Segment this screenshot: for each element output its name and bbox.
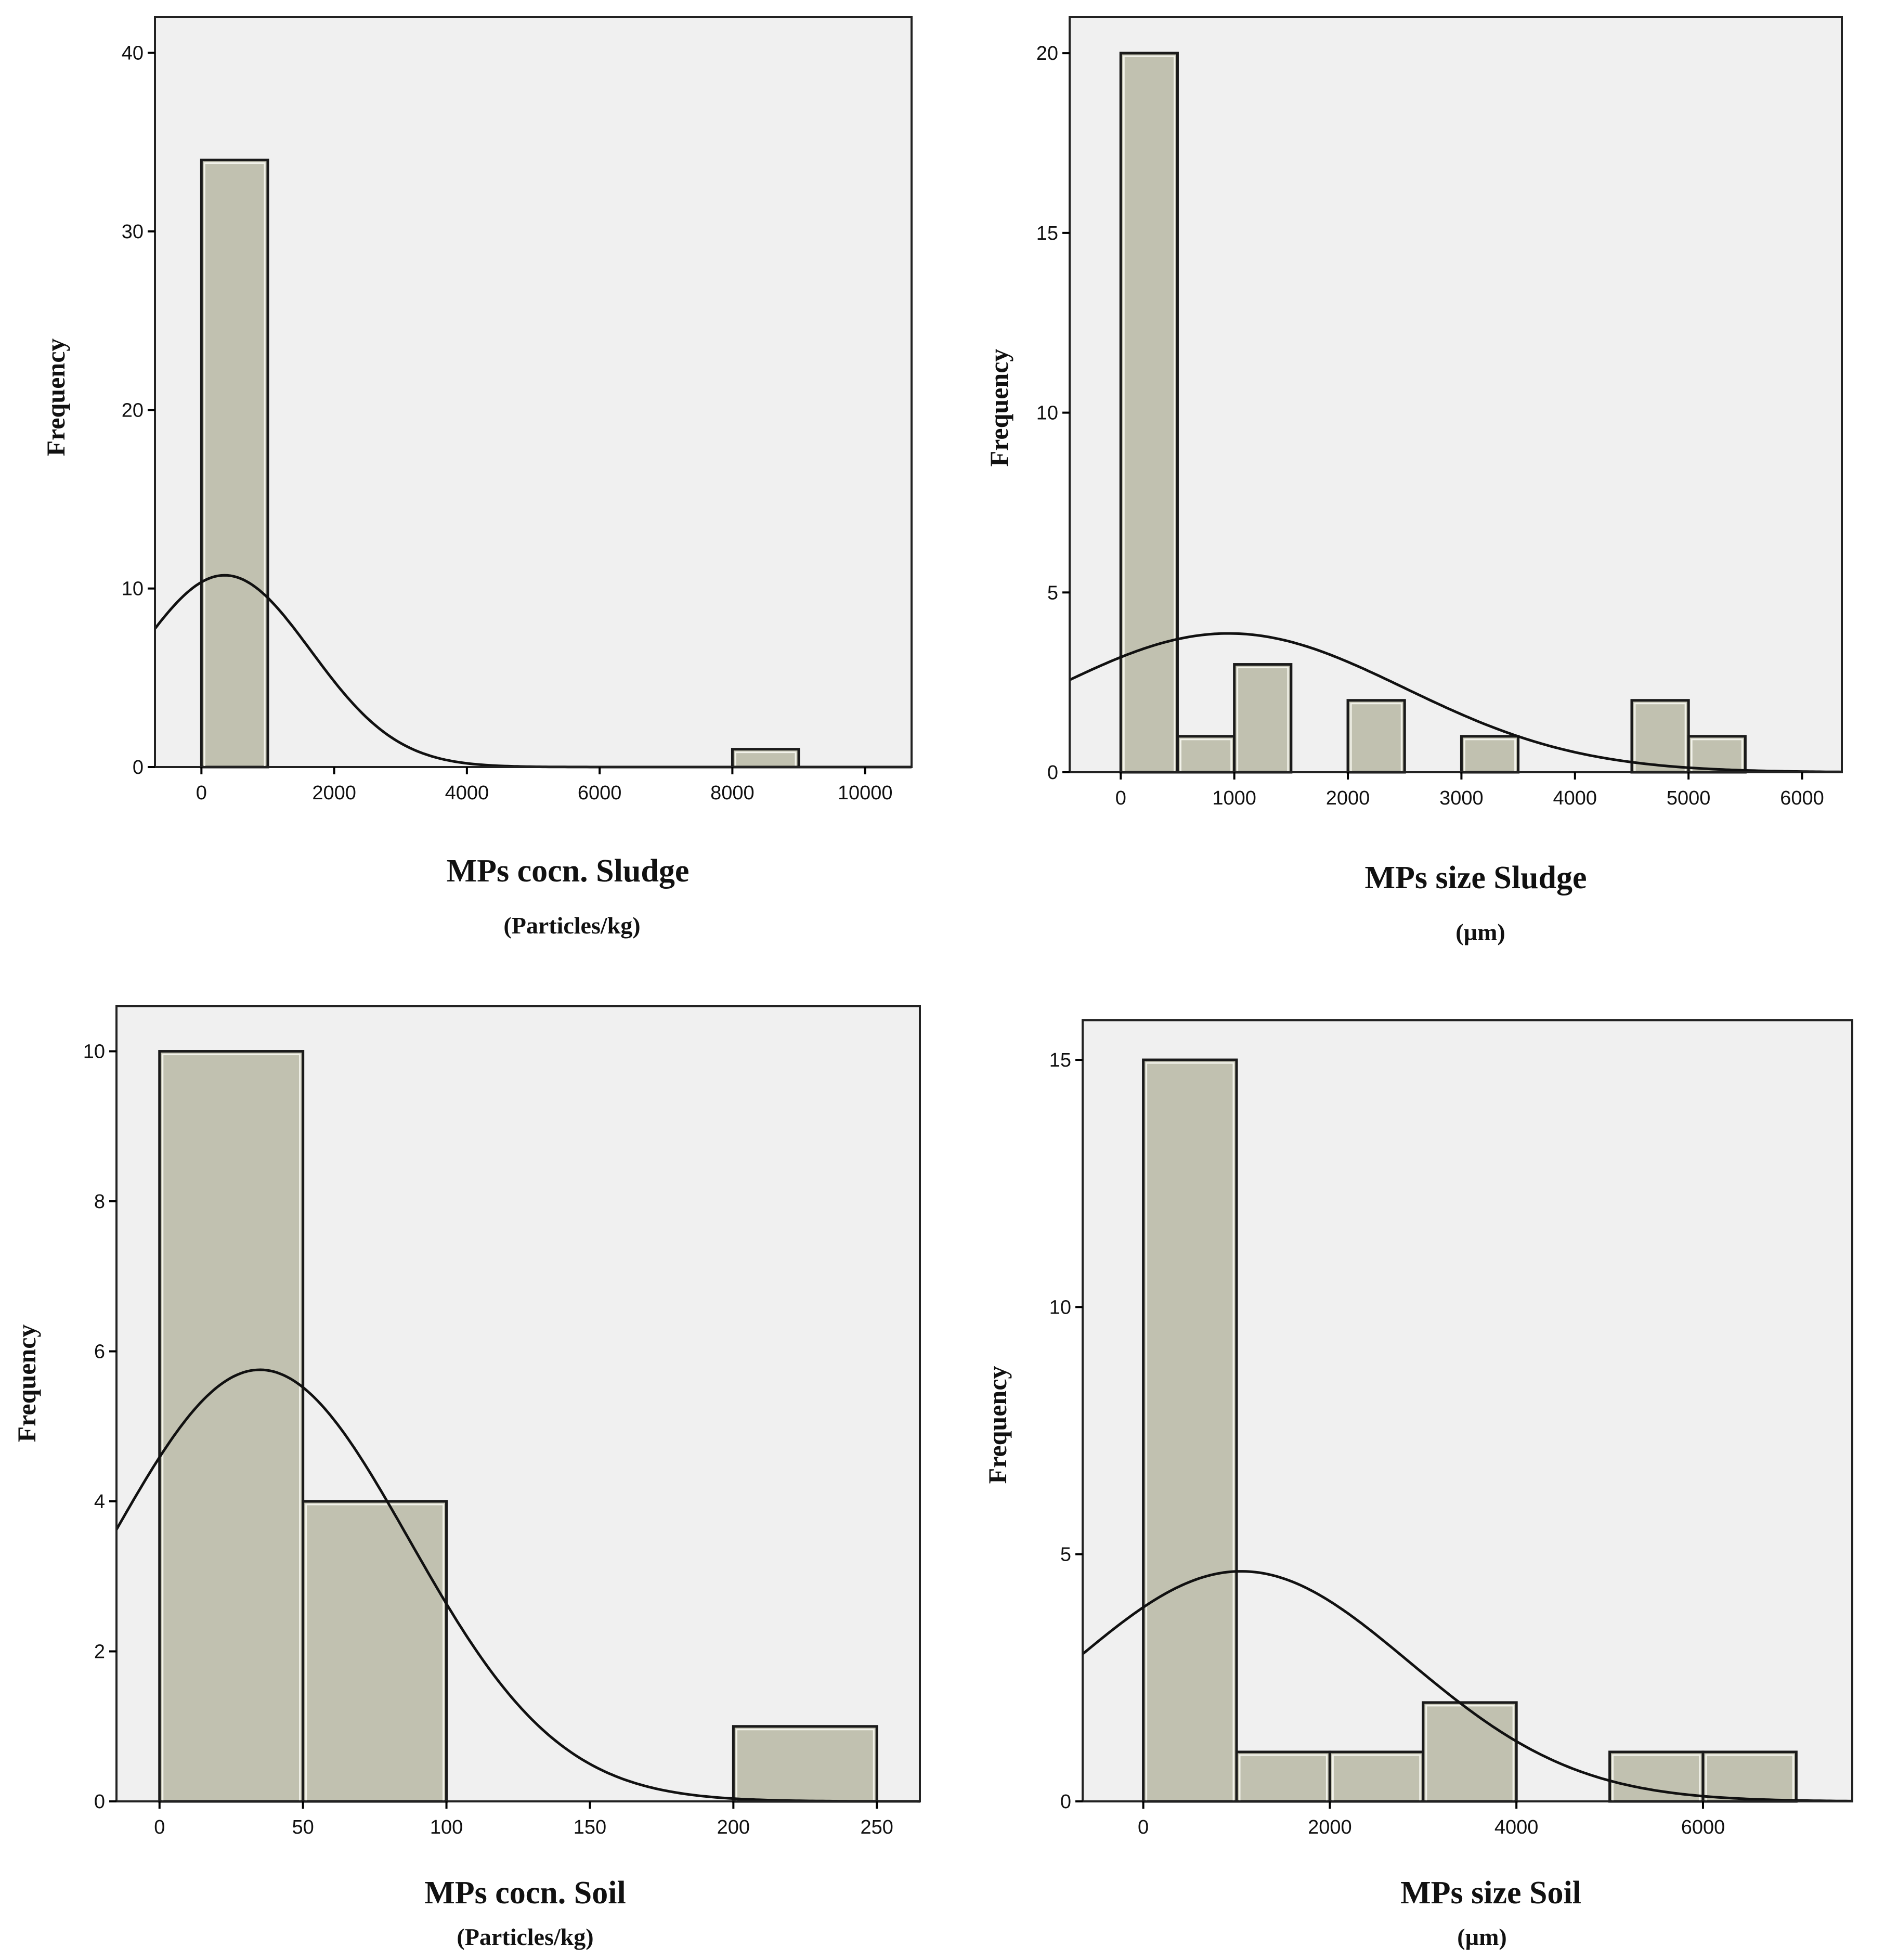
histogram-bar [1687, 735, 1747, 774]
y-tick-label: 20 [122, 399, 144, 421]
y-tick-label: 2 [94, 1641, 105, 1663]
x-tick-label: 4000 [445, 782, 489, 804]
x-tick-label: 3000 [1439, 787, 1484, 809]
x-tick-label: 0 [1115, 787, 1126, 809]
x-axis-title: MPs size Soil [1400, 1875, 1581, 1911]
histogram-bar [1422, 1701, 1518, 1803]
x-tick-label: 4000 [1494, 1816, 1539, 1838]
y-axis-label: Frequency [984, 349, 1013, 467]
histogram-soil-concentration: 0 2 4 6 8 10 0 50 100 150 200 250 Frequency MPs co… [12, 1005, 921, 1950]
y-tick-label: 10 [1049, 1296, 1071, 1318]
x-tick-label: 1000 [1212, 787, 1256, 809]
x-axis-ticks: 0 2000 4000 6000 8000 10000 [196, 767, 893, 804]
y-tick-label: 15 [1036, 223, 1058, 244]
y-axis-ticks: 0 5 10 15 20 [1036, 43, 1070, 784]
histogram-bar [1460, 735, 1520, 774]
x-axis-unit: (Particles/kg) [457, 1924, 593, 1950]
x-tick-label: 5000 [1667, 787, 1711, 809]
histogram-bar [1630, 699, 1690, 774]
histogram-bar [1176, 735, 1236, 774]
plot-frame [154, 16, 913, 768]
x-axis-unit: (µm) [1455, 919, 1505, 945]
y-tick-label: 5 [1060, 1544, 1071, 1566]
x-tick-label: 150 [574, 1816, 606, 1838]
x-tick-label: 200 [717, 1816, 750, 1838]
x-tick-label: 0 [196, 782, 207, 804]
y-axis-label: Frequency [983, 1366, 1012, 1484]
histogram-sludge-concentration: 0 10 20 30 40 0 2000 4000 6000 8000 10000 Frequen… [41, 16, 913, 939]
y-tick-label: 0 [1047, 762, 1058, 784]
plot-area-background [1070, 17, 1842, 772]
x-axis-ticks: 0 1000 2000 3000 4000 5000 6000 [1115, 772, 1824, 809]
y-tick-label: 5 [1047, 582, 1058, 604]
x-tick-label: 2000 [312, 782, 356, 804]
x-axis-title: MPs size Sludge [1364, 860, 1587, 895]
y-tick-label: 0 [94, 1791, 105, 1813]
y-axis-ticks: 0 5 10 15 [1049, 1049, 1083, 1813]
plot-frame [115, 1005, 921, 1802]
x-tick-label: 2000 [1326, 787, 1370, 809]
bar-group [158, 1050, 878, 1803]
y-tick-label: 40 [122, 43, 144, 64]
x-axis-unit: (Particles/kg) [503, 912, 640, 939]
x-axis-ticks: 0 50 100 150 200 250 [154, 1801, 893, 1838]
y-axis-label: Frequency [12, 1325, 41, 1443]
histogram-bar [1119, 51, 1179, 774]
bar-group [200, 159, 800, 769]
histogram-bar [302, 1500, 448, 1803]
x-tick-label: 6000 [578, 782, 622, 804]
y-axis-label: Frequency [41, 339, 70, 457]
histogram-bar [732, 1725, 878, 1803]
x-tick-label: 250 [861, 1816, 893, 1838]
plot-frame [1082, 1019, 1853, 1802]
x-tick-label: 6000 [1681, 1816, 1725, 1838]
histogram-bar [1701, 1750, 1798, 1803]
histogram-bar [1328, 1750, 1425, 1803]
y-tick-label: 4 [94, 1491, 105, 1513]
y-tick-label: 10 [1036, 403, 1058, 424]
y-tick-label: 8 [94, 1191, 105, 1213]
x-tick-label: 6000 [1780, 787, 1824, 809]
x-tick-label: 0 [1138, 1816, 1149, 1838]
histogram-bar [1235, 1750, 1331, 1803]
histogram-bar [1142, 1058, 1238, 1803]
plot-area-background [155, 17, 912, 767]
x-axis-title: MPs cocn. Soil [424, 1875, 626, 1911]
histogram-bar [1346, 699, 1406, 774]
y-axis-ticks: 0 10 20 30 40 [122, 43, 155, 778]
x-tick-label: 2000 [1308, 1816, 1352, 1838]
x-axis-ticks: 0 2000 4000 6000 [1138, 1801, 1725, 1838]
x-tick-label: 50 [292, 1816, 314, 1838]
plot-frame [1069, 16, 1843, 773]
x-tick-label: 4000 [1553, 787, 1597, 809]
histogram-bar [1233, 663, 1293, 774]
x-axis-title: MPs cocn. Sludge [447, 853, 690, 889]
y-tick-label: 10 [83, 1041, 105, 1063]
y-tick-label: 30 [122, 221, 144, 243]
y-tick-label: 0 [133, 757, 144, 778]
histogram-bar [200, 159, 269, 769]
histogram-soil-size: 0 5 10 15 0 2000 4000 6000 Frequency MPs size … [983, 1019, 1853, 1950]
y-tick-label: 20 [1036, 43, 1058, 64]
x-axis-unit: (µm) [1457, 1924, 1506, 1950]
x-tick-label: 10000 [838, 782, 893, 804]
x-tick-label: 8000 [710, 782, 755, 804]
normal-curve [1069, 632, 1842, 773]
histogram-bar [158, 1050, 305, 1803]
y-tick-label: 0 [1060, 1791, 1071, 1813]
y-tick-label: 6 [94, 1341, 105, 1363]
x-tick-label: 100 [430, 1816, 463, 1838]
y-tick-label: 10 [122, 578, 144, 600]
normal-curve [1082, 1570, 1852, 1802]
histogram-sludge-size: 0 5 10 15 20 0 1000 2000 3000 4000 5000 6000 Frequ… [984, 16, 1843, 945]
y-axis-ticks: 0 2 4 6 8 10 [83, 1041, 116, 1813]
y-tick-label: 15 [1049, 1049, 1071, 1071]
x-tick-label: 0 [154, 1816, 165, 1838]
